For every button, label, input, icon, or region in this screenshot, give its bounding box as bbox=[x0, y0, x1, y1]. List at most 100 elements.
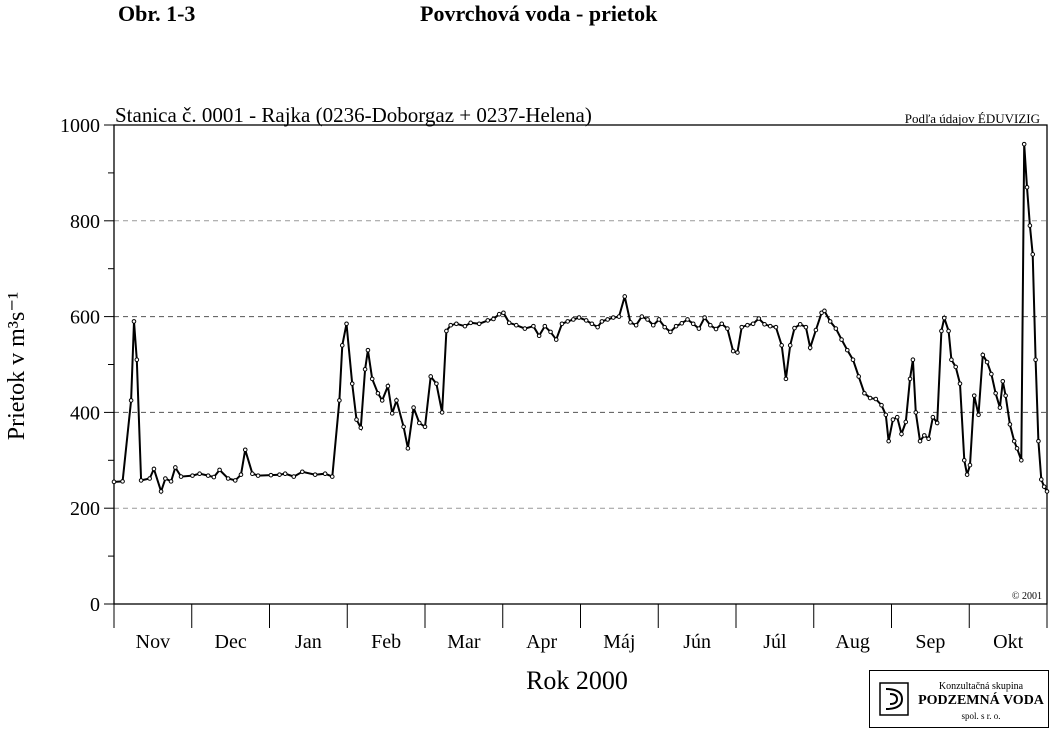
data-point bbox=[358, 425, 364, 431]
data-point bbox=[750, 321, 756, 327]
data-point bbox=[496, 311, 502, 317]
y-tick-label: 200 bbox=[70, 498, 100, 520]
data-point bbox=[329, 474, 335, 479]
data-point bbox=[719, 321, 725, 327]
data-point bbox=[690, 321, 696, 327]
x-tick-label: Okt bbox=[993, 631, 1023, 653]
data-point bbox=[476, 321, 482, 327]
data-point bbox=[462, 323, 468, 329]
data-point bbox=[922, 433, 927, 438]
logo-line-2: PODZEMNÁ VODA bbox=[918, 693, 1044, 708]
y-tick-label: 400 bbox=[70, 402, 100, 424]
data-point bbox=[839, 337, 844, 342]
data-point bbox=[337, 398, 342, 403]
copyright-note: © 2001 bbox=[1012, 591, 1042, 602]
data-point bbox=[1000, 378, 1006, 384]
data-point bbox=[628, 320, 633, 325]
data-point bbox=[205, 473, 211, 478]
data-point bbox=[354, 417, 359, 422]
data-point bbox=[899, 431, 904, 437]
data-point bbox=[138, 478, 144, 483]
data-point bbox=[485, 318, 491, 323]
data-point bbox=[913, 410, 919, 415]
data-point bbox=[1019, 458, 1024, 463]
data-point bbox=[953, 364, 958, 370]
data-point bbox=[238, 472, 244, 477]
data-point bbox=[542, 323, 548, 329]
data-point bbox=[599, 319, 605, 324]
data-point bbox=[411, 405, 416, 410]
data-point bbox=[879, 402, 884, 408]
data-point bbox=[225, 476, 231, 481]
data-point bbox=[369, 376, 375, 382]
data-point bbox=[362, 366, 368, 372]
data-point bbox=[448, 322, 453, 328]
data-point bbox=[120, 479, 125, 484]
data-point bbox=[745, 322, 750, 328]
data-point bbox=[713, 326, 719, 332]
data-point bbox=[708, 322, 713, 328]
data-point bbox=[339, 343, 345, 348]
data-point bbox=[792, 325, 797, 331]
figure-title: Povrchová voda - prietok bbox=[420, 1, 658, 26]
data-point bbox=[807, 345, 813, 351]
data-point bbox=[934, 420, 940, 426]
data-point bbox=[976, 412, 981, 418]
x-tick-label: Dec bbox=[215, 631, 247, 653]
data-point bbox=[291, 474, 297, 479]
data-point bbox=[725, 326, 730, 331]
data-point bbox=[501, 310, 506, 316]
data-point bbox=[268, 472, 274, 478]
data-point bbox=[506, 320, 512, 326]
data-point bbox=[844, 347, 850, 353]
data-point bbox=[767, 323, 773, 329]
data-point bbox=[827, 319, 833, 324]
data-point bbox=[779, 343, 784, 348]
data-point bbox=[379, 398, 385, 403]
data-point bbox=[444, 328, 449, 334]
data-point bbox=[1038, 477, 1044, 482]
data-point bbox=[930, 414, 936, 420]
data-point bbox=[1041, 484, 1047, 489]
data-point bbox=[128, 398, 134, 403]
data-point bbox=[605, 317, 610, 322]
x-axis-label: Rok 2000 bbox=[526, 666, 628, 695]
data-point bbox=[756, 316, 762, 321]
data-point bbox=[344, 321, 349, 327]
data-point bbox=[833, 326, 839, 331]
data-point bbox=[616, 314, 622, 319]
grid-lines bbox=[114, 220, 1047, 509]
x-tick-label: Apr bbox=[526, 631, 557, 653]
data-point bbox=[696, 326, 702, 331]
data-point bbox=[454, 321, 459, 327]
axes bbox=[113, 124, 1048, 605]
data-point bbox=[971, 393, 977, 398]
data-point bbox=[1036, 438, 1041, 444]
data-point bbox=[917, 438, 923, 444]
data-point bbox=[1021, 141, 1027, 147]
data-point bbox=[277, 472, 282, 477]
data-point bbox=[730, 348, 736, 354]
data-point bbox=[158, 489, 164, 494]
data-point bbox=[984, 359, 990, 365]
data-point bbox=[1030, 252, 1036, 257]
data-point bbox=[211, 474, 217, 480]
data-point bbox=[633, 322, 639, 328]
x-tick-label: Aug bbox=[835, 631, 869, 653]
data-point bbox=[850, 357, 856, 363]
data-point bbox=[822, 308, 827, 314]
data-point bbox=[993, 390, 998, 396]
data-point bbox=[946, 328, 951, 334]
logo-line-1: Konzultačná skupina bbox=[938, 681, 1024, 692]
data-point bbox=[685, 317, 690, 322]
data-point bbox=[217, 467, 222, 473]
data-point bbox=[168, 479, 174, 484]
data-point bbox=[867, 395, 873, 401]
data-point bbox=[422, 424, 428, 430]
data-point bbox=[656, 317, 662, 322]
data-point bbox=[980, 352, 986, 358]
data-point bbox=[1027, 223, 1033, 228]
tick-marks bbox=[104, 124, 1048, 628]
source-note: Podľa údajov ÉDUVIZIG bbox=[905, 111, 1040, 126]
data-point bbox=[803, 324, 809, 330]
